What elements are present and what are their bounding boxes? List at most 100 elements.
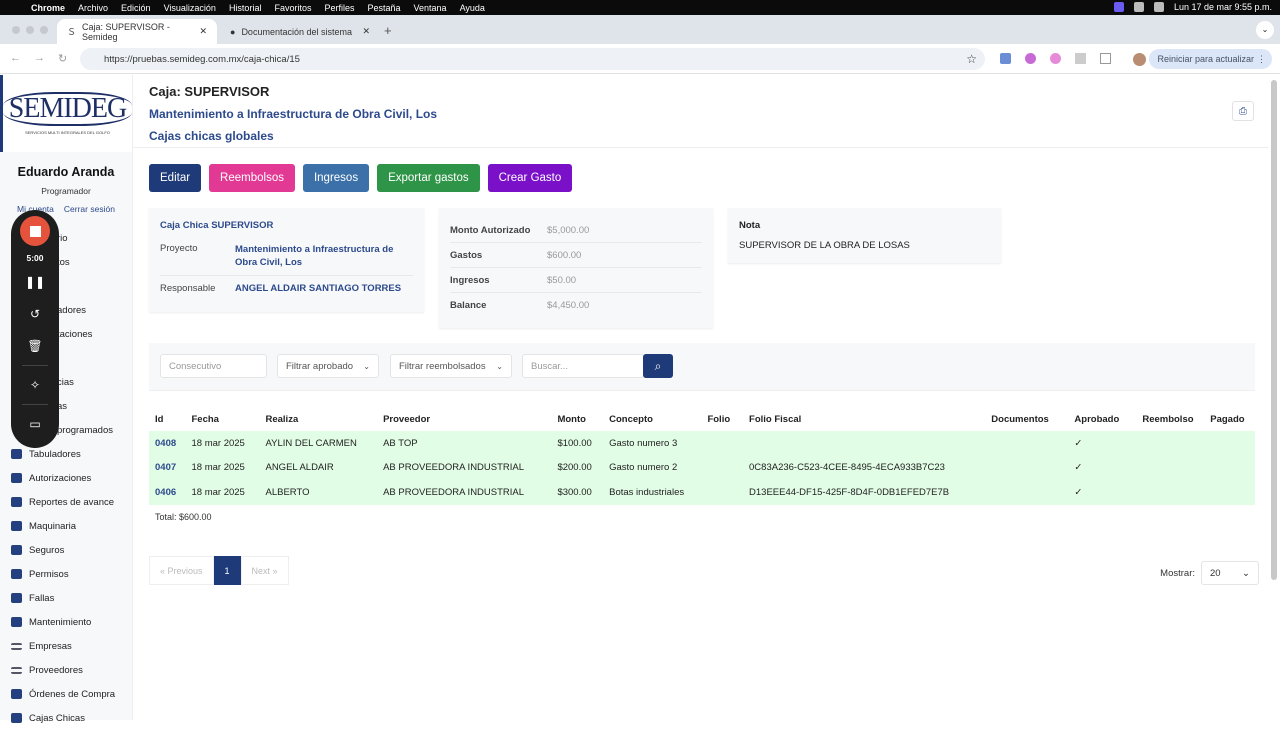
table-row[interactable]: 0408 18 mar 2025 AYLIN DEL CARMEN AB TOP $10… bbox=[149, 431, 1255, 456]
sidebar-item-autorizaciones[interactable]: Autorizaciones bbox=[0, 466, 133, 490]
sidebar-item[interactable]: adores bbox=[0, 298, 133, 322]
new-tab-button[interactable]: + bbox=[384, 23, 392, 38]
sidebar-item-label: taciones bbox=[57, 328, 93, 340]
previous-page-button[interactable]: « Previous bbox=[149, 556, 214, 585]
amount-value: $5,000.00 bbox=[547, 224, 590, 236]
update-label: Reiniciar para actualizar bbox=[1157, 54, 1254, 64]
my-account-link[interactable]: Mi cuenta bbox=[17, 204, 54, 214]
star-icon[interactable]: ☆ bbox=[966, 52, 977, 66]
sidebar-item-empresas[interactable]: Empresas bbox=[0, 634, 133, 658]
menu-app[interactable]: Chrome bbox=[31, 2, 66, 13]
expense-id-link[interactable]: 0408 bbox=[149, 431, 186, 456]
sidebar-item[interactable]: taciones bbox=[0, 322, 133, 346]
menu-item[interactable]: Ayuda bbox=[459, 2, 485, 13]
close-icon[interactable]: ✕ bbox=[362, 26, 370, 36]
ingresos-button[interactable]: Ingresos bbox=[302, 164, 370, 192]
forward-icon[interactable]: → bbox=[34, 52, 45, 64]
sidebar-item-seguros[interactable]: Seguros bbox=[0, 538, 133, 562]
sidebar-item-label: Proveedores bbox=[29, 664, 83, 676]
trash-icon[interactable]: 🗑 bbox=[27, 339, 43, 353]
sidebar-item[interactable]: rio bbox=[0, 226, 133, 250]
menu-item[interactable]: Visualización bbox=[163, 2, 216, 13]
table-cell bbox=[1136, 455, 1205, 481]
sidebar-item-cajas-chicas[interactable]: Cajas Chicas bbox=[0, 706, 133, 730]
print-button[interactable]: ⎙ bbox=[1232, 101, 1254, 121]
menu-item[interactable]: Edición bbox=[121, 2, 151, 13]
column-header[interactable]: Folio bbox=[707, 413, 731, 425]
exportar-gastos-button[interactable]: Exportar gastos bbox=[377, 164, 480, 192]
table-row[interactable]: 0407 18 mar 2025 ANGEL ALDAIR AB PROVEEDORA… bbox=[149, 455, 1255, 481]
pause-icon[interactable]: ❚❚ bbox=[24, 275, 46, 289]
truck-icon bbox=[11, 617, 22, 627]
menu-item[interactable]: Pestaña bbox=[367, 2, 401, 13]
stop-recording-button[interactable] bbox=[20, 216, 50, 246]
url-input[interactable]: https://pruebas.semideg.com.mx/caja-chic… bbox=[80, 48, 985, 70]
sidebar-item[interactable]: as bbox=[0, 394, 133, 418]
editar-button[interactable]: Editar bbox=[149, 164, 202, 192]
effects-icon[interactable]: ✧ bbox=[29, 378, 41, 392]
sidebar-item-maquinaria[interactable]: Maquinaria bbox=[0, 514, 133, 538]
column-header[interactable]: Proveedor bbox=[383, 413, 431, 425]
tab-documentacion[interactable]: ● Documentación del sistema ✕ bbox=[220, 19, 380, 44]
sidebar-item-tabuladores[interactable]: Tabuladores bbox=[0, 442, 133, 466]
project-name[interactable]: Mantenimiento a Infraestructura de Obra … bbox=[149, 107, 438, 121]
page-size-select[interactable]: 20 ⌄ bbox=[1201, 561, 1259, 585]
menu-item[interactable]: Archivo bbox=[78, 2, 109, 13]
filter-aprobado-select[interactable]: Filtrar aprobado ⌄ bbox=[277, 354, 379, 378]
consecutivo-input[interactable]: Consecutivo bbox=[160, 354, 267, 378]
group-name[interactable]: Cajas chicas globales bbox=[149, 129, 274, 143]
back-icon[interactable]: ← bbox=[10, 52, 21, 64]
sidebar-item[interactable]: tos bbox=[0, 250, 133, 274]
wifi-icon[interactable] bbox=[1133, 2, 1144, 12]
status-icon[interactable] bbox=[1113, 2, 1124, 12]
close-icon[interactable]: ✕ bbox=[199, 26, 207, 36]
sidebar-item-órdenes-de-compra[interactable]: Órdenes de Compra bbox=[0, 682, 133, 706]
sidebar-item-proveedores[interactable]: Proveedores bbox=[0, 658, 133, 682]
tab-caja[interactable]: Ｓ Caja: SUPERVISOR - Semideg ✕ bbox=[57, 19, 217, 44]
update-button[interactable]: Reiniciar para actualizar ⋮ bbox=[1149, 49, 1272, 69]
column-header[interactable]: Reembolso bbox=[1142, 413, 1194, 425]
menu-item[interactable]: Perfiles bbox=[324, 2, 355, 13]
column-header[interactable]: Pagado bbox=[1210, 413, 1245, 425]
column-header[interactable]: Monto bbox=[557, 413, 586, 425]
menu-item[interactable]: Ventana bbox=[413, 2, 447, 13]
column-header[interactable]: Aprobado bbox=[1074, 413, 1120, 425]
scrollbar[interactable] bbox=[1271, 80, 1277, 580]
column-header[interactable]: Id bbox=[155, 413, 164, 425]
next-page-button[interactable]: Next » bbox=[240, 556, 289, 585]
expense-id-link[interactable]: 0406 bbox=[149, 480, 186, 505]
tab-list-button[interactable]: ⌄ bbox=[1256, 21, 1274, 39]
sidebar-item-mantenimiento[interactable]: Mantenimiento bbox=[0, 610, 133, 634]
extensions[interactable] bbox=[1000, 53, 1146, 66]
column-header[interactable]: Folio Fiscal bbox=[749, 413, 802, 425]
stop-icon bbox=[29, 225, 41, 237]
column-header[interactable]: Realiza bbox=[265, 413, 299, 425]
column-header[interactable]: Documentos bbox=[991, 413, 1049, 425]
sidebar-item-fallas[interactable]: Fallas bbox=[0, 586, 133, 610]
reload-icon[interactable]: ↻ bbox=[58, 53, 68, 65]
expense-id-link[interactable]: 0407 bbox=[149, 455, 186, 481]
crear-gasto-button[interactable]: Crear Gasto bbox=[487, 164, 573, 192]
filter-reembolsados-select[interactable]: Filtrar reembolsados ⌄ bbox=[390, 354, 512, 378]
column-header[interactable]: Fecha bbox=[191, 413, 219, 425]
menu-item[interactable]: Historial bbox=[228, 2, 262, 13]
sidebar-item[interactable]: cias bbox=[0, 370, 133, 394]
search-input[interactable]: Buscar... bbox=[522, 354, 644, 378]
search-icon[interactable] bbox=[1153, 2, 1164, 12]
project-link[interactable]: Mantenimiento a Infraestructura de Obra … bbox=[235, 244, 394, 268]
sidebar-item-permisos[interactable]: Permisos bbox=[0, 562, 133, 586]
table-row[interactable]: 0406 18 mar 2025 ALBERTO AB PROVEEDORA INDU… bbox=[149, 480, 1255, 505]
column-header[interactable]: Concepto bbox=[609, 413, 653, 425]
camera-icon[interactable]: ▭ bbox=[29, 417, 41, 431]
logo[interactable]: SEMIDEG SERVICIOS MULTI INTEGRALES DEL GO… bbox=[0, 75, 133, 152]
restart-icon[interactable]: ↺ bbox=[29, 307, 41, 321]
sidebar-item[interactable]: programados bbox=[0, 418, 133, 442]
menu-item[interactable]: Favoritos bbox=[274, 2, 312, 13]
search-button[interactable]: ⌕ bbox=[643, 354, 673, 378]
responsible-link[interactable]: ANGEL ALDAIR SANTIAGO TORRES bbox=[235, 283, 402, 294]
sidebar-item-reportes-de-avance[interactable]: Reportes de avance bbox=[0, 490, 133, 514]
logout-link[interactable]: Cerrar sesión bbox=[63, 204, 115, 214]
reembolsos-button[interactable]: Reembolsos bbox=[209, 164, 295, 192]
page-1-button[interactable]: 1 bbox=[213, 556, 241, 585]
window-controls[interactable] bbox=[12, 26, 48, 34]
